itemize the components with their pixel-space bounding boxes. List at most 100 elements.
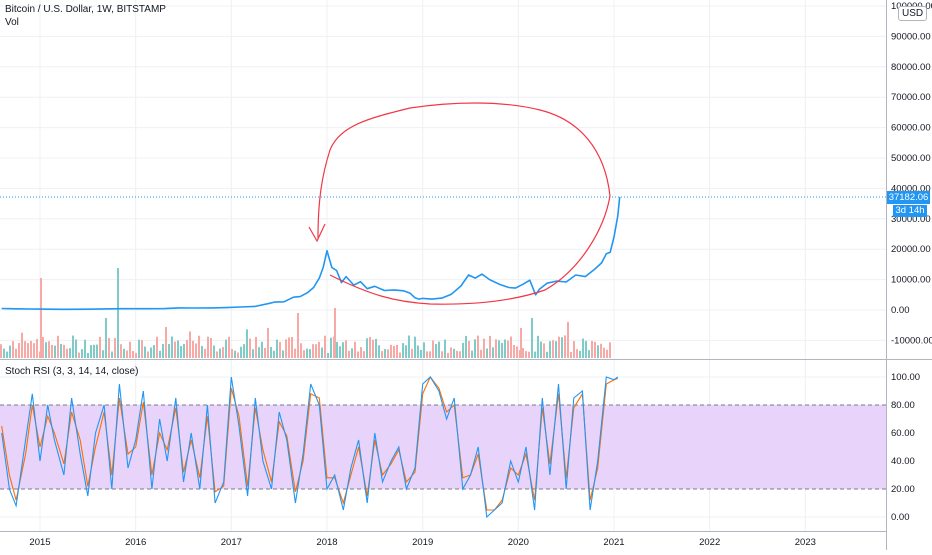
volume-bar (243, 344, 245, 358)
volume-bar (6, 351, 8, 358)
volume-bar (576, 349, 578, 358)
volume-bar (585, 340, 587, 358)
price-tick-label: 70000.00 (891, 92, 931, 103)
volume-bar (528, 351, 530, 358)
volume-bar (270, 346, 272, 358)
volume-bar (468, 341, 470, 358)
stoch-rsi-legend[interactable]: Stoch RSI (3, 3, 14, 14, close) (5, 366, 139, 377)
currency-badge[interactable]: USD (898, 6, 928, 21)
volume-bar (408, 335, 410, 358)
volume-bar (357, 351, 359, 358)
volume-bar (564, 335, 566, 358)
volume-bar (378, 345, 380, 358)
volume-bar (291, 337, 293, 358)
volume-bar (459, 351, 461, 358)
volume-bar (513, 345, 515, 358)
volume-bar (435, 343, 437, 358)
stoch-k-line (1, 376, 619, 519)
volume-bar (498, 340, 500, 358)
volume-bar (219, 348, 221, 358)
volume-bar (18, 342, 20, 358)
volume-bar (600, 343, 602, 358)
volume-bar (105, 318, 107, 358)
volume-bar (603, 347, 605, 358)
stoch-band (0, 404, 886, 490)
volume-bar (588, 350, 590, 358)
volume-bar (123, 348, 125, 358)
volume-bar (441, 351, 443, 358)
volume-bar (438, 341, 440, 358)
volume-bar (516, 346, 518, 358)
volume-bar (216, 351, 218, 358)
volume-bar (339, 346, 341, 358)
symbol-title[interactable]: Bitcoin / U.S. Dollar, 1W, BITSTAMP (5, 4, 166, 15)
volume-bar (555, 341, 557, 358)
volume-legend[interactable]: Vol (5, 17, 19, 28)
volume-bar (63, 344, 65, 358)
volume-bar (174, 341, 176, 358)
volume-histogram (0, 268, 611, 358)
volume-bar (261, 341, 263, 358)
time-tick-label: 2016 (125, 537, 146, 548)
volume-bar (3, 348, 5, 358)
volume-bar (84, 339, 86, 358)
volume-bar (531, 318, 533, 358)
volume-bar (168, 344, 170, 358)
volume-bar (432, 340, 434, 358)
volume-bar (159, 350, 161, 358)
volume-bar (66, 348, 68, 358)
volume-bar (462, 342, 464, 358)
volume-bar (525, 351, 527, 358)
volume-bar (126, 350, 128, 358)
volume-bar (318, 341, 320, 358)
volume-bar (402, 343, 404, 358)
price-tick-label: 30000.00 (891, 214, 931, 225)
volume-bar (384, 348, 386, 358)
volume-bar (366, 338, 368, 358)
volume-bar (471, 350, 473, 358)
volume-bar (150, 347, 152, 358)
volume-bar (40, 278, 42, 358)
volume-bar (534, 351, 536, 358)
volume-bar (504, 339, 506, 358)
volume-bar (51, 344, 53, 358)
price-line (1, 196, 621, 311)
volume-bar (372, 339, 374, 358)
volume-bar (510, 336, 512, 358)
volume-bar (90, 345, 92, 358)
volume-bar (81, 349, 83, 358)
volume-bar (87, 352, 89, 358)
volume-bar (609, 342, 611, 358)
volume-bar (522, 348, 524, 358)
volume-bar (15, 348, 17, 358)
volume-bar (549, 341, 551, 358)
volume-bar (177, 340, 179, 358)
volume-bar (195, 343, 197, 358)
volume-bar (180, 345, 182, 358)
time-tick-label: 2021 (603, 537, 624, 548)
volume-bar (414, 336, 416, 358)
volume-bar (186, 340, 188, 358)
volume-bar (486, 348, 488, 358)
volume-bar (507, 340, 509, 358)
volume-bar (231, 348, 233, 358)
volume-bar (447, 352, 449, 358)
volume-bar (12, 341, 14, 358)
volume-bar (606, 349, 608, 358)
volume-bar (276, 339, 278, 358)
price-tick-label: 10000.00 (891, 275, 931, 286)
volume-bar (309, 349, 311, 358)
volume-bar (30, 341, 32, 358)
volume-bar (480, 349, 482, 358)
osc-tick-label: 80.00 (891, 400, 915, 411)
price-tick-label: -10000.00 (891, 335, 932, 346)
time-tick-label: 2018 (316, 537, 337, 548)
time-tick-label: 2022 (699, 537, 720, 548)
volume-bar (300, 343, 302, 358)
volume-bar (57, 335, 59, 358)
volume-bar (540, 341, 542, 358)
volume-bar (285, 339, 287, 358)
